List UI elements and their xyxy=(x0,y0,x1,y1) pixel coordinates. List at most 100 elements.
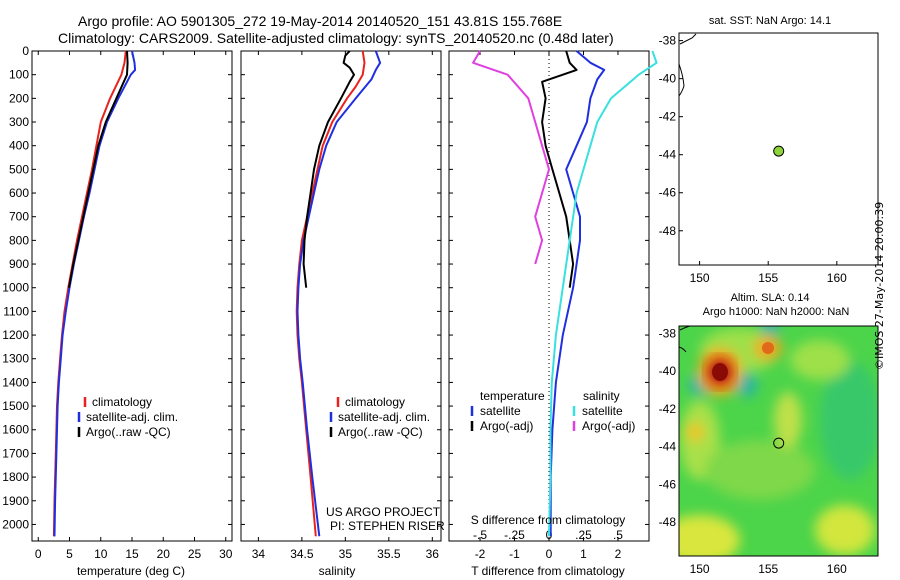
sst-map-axes xyxy=(678,32,879,266)
legend-label-climatology: climatology xyxy=(345,395,405,409)
y-tick-label: 0 xyxy=(22,44,29,58)
map-y-tick-label: -42 xyxy=(659,110,677,124)
y-tick-label: 1400 xyxy=(2,375,29,389)
x-tick-label: 34 xyxy=(252,547,266,561)
legend-label-satellite: satellite-adj. clim. xyxy=(338,410,430,424)
temperature-legend: climatology satellite-adj. clim. Argo(..… xyxy=(77,395,178,439)
series-line-climatology xyxy=(52,50,127,537)
map-y-tick-label: -48 xyxy=(659,224,677,238)
legend-label-climatology: climatology xyxy=(92,395,152,409)
imos-side-label: ©IMOS 27-May-2014 20:00:39 xyxy=(873,201,886,370)
header-line-1: Argo profile: AO 5901305_272 19-May-2014… xyxy=(78,13,562,29)
sst-argo-location-marker xyxy=(773,145,785,157)
y-tick-label: 400 xyxy=(9,139,29,153)
legend-label-t-argo: Argo(-adj) xyxy=(480,419,533,433)
y-tick-label: 2000 xyxy=(2,517,29,531)
map-x-tick-label: 160 xyxy=(827,562,847,576)
x-tick-label: 5 xyxy=(66,547,73,561)
x2-tick-label: -.25 xyxy=(504,528,525,542)
x2-tick-label: .25 xyxy=(575,528,592,542)
map-y-tick-label: -40 xyxy=(659,72,677,86)
series-line-climatology xyxy=(295,50,366,537)
annotation-project: US ARGO PROJECT xyxy=(326,505,441,519)
y-tick-label: 600 xyxy=(9,186,29,200)
salinity-xlabel: salinity xyxy=(319,564,356,578)
x-tick-label: 20 xyxy=(157,547,171,561)
legend-header-salinity: salinity xyxy=(583,389,620,403)
sla-argo-location-marker xyxy=(773,437,785,449)
x-tick-label: -1 xyxy=(509,547,520,561)
salinity-legend: climatology satellite-adj. clim. Argo(..… xyxy=(326,395,445,533)
y-tick-label: 200 xyxy=(9,91,29,105)
map-y-tick-label: -42 xyxy=(659,402,677,416)
series-line-argo-raw-qc- xyxy=(67,50,129,288)
legend-label-s-argo: Argo(-adj) xyxy=(582,419,635,433)
x-tick-label: 2 xyxy=(615,547,622,561)
map-y-tick-label: -44 xyxy=(659,148,677,162)
series-line-temperature-argo-adj- xyxy=(541,50,578,288)
x-tick-label: 34.5 xyxy=(290,547,314,561)
difference-legend: temperature salinity satellite Argo(-adj… xyxy=(470,389,635,433)
x-tick-label: 35 xyxy=(339,547,353,561)
x2-tick-label: -.5 xyxy=(473,528,487,542)
map-y-tick-label: -38 xyxy=(659,34,677,48)
series-line-temperature-satellite xyxy=(549,50,606,537)
y-tick-label: 1800 xyxy=(2,470,29,484)
x-tick-label: 25 xyxy=(188,547,202,561)
y-tick-label: 900 xyxy=(9,257,29,271)
y-tick-label: 300 xyxy=(9,115,29,129)
legend-label-satellite: satellite-adj. clim. xyxy=(86,410,178,424)
series-layer xyxy=(52,50,658,537)
annotation-pi: PI: STEPHEN RISER xyxy=(330,519,445,533)
map-y-tick-label: -46 xyxy=(659,477,677,491)
salinity-axes xyxy=(240,50,442,542)
map-y-tick-label: -38 xyxy=(659,327,677,341)
x-tick-label: 10 xyxy=(94,547,108,561)
series-line-salinity-satellite xyxy=(548,50,658,537)
map-y-tick-label: -46 xyxy=(659,186,677,200)
map-y-tick-label: -48 xyxy=(659,515,677,529)
map-y-tick-label: -44 xyxy=(659,440,677,454)
legend-label-argo: Argo(..raw -QC) xyxy=(86,425,171,439)
sla-map-axes xyxy=(678,325,879,557)
tick-layer: 0100200300400500600700800900100011001200… xyxy=(2,34,847,576)
y-tick-label: 1000 xyxy=(2,281,29,295)
map-x-tick-label: 155 xyxy=(758,271,778,285)
sla-heatmap xyxy=(679,326,878,556)
x-tick-label: 0 xyxy=(546,547,553,561)
x2-tick-label: .5 xyxy=(613,528,623,542)
y-tick-label: 1700 xyxy=(2,446,29,460)
y-tick-label: 1300 xyxy=(2,352,29,366)
x-tick-label: 36 xyxy=(426,547,440,561)
y-tick-label: 100 xyxy=(9,68,29,82)
sst-coastline xyxy=(678,33,697,97)
x-tick-label: 30 xyxy=(219,547,233,561)
sla-coastline xyxy=(678,325,691,353)
y-tick-label: 1500 xyxy=(2,399,29,413)
sla-map-title-1: Altim. SLA: 0.14 xyxy=(731,292,810,304)
y-tick-label: 800 xyxy=(9,233,29,247)
map-x-tick-label: 160 xyxy=(827,271,847,285)
header-line-2: Climatology: CARS2009. Satellite-adjuste… xyxy=(58,30,614,46)
map-x-tick-label: 155 xyxy=(758,562,778,576)
map-x-tick-label: 150 xyxy=(690,271,710,285)
map-x-tick-label: 150 xyxy=(690,562,710,576)
difference-xlabel: T difference from climatology xyxy=(471,564,625,578)
x-tick-label: 1 xyxy=(580,547,587,561)
x-tick-label: 35.5 xyxy=(377,547,401,561)
y-tick-label: 1600 xyxy=(2,423,29,437)
series-line-argo-raw-qc- xyxy=(302,50,355,288)
sst-map-title: sat. SST: NaN Argo: 14.1 xyxy=(709,15,831,27)
y-tick-label: 700 xyxy=(9,210,29,224)
y-tick-label: 1100 xyxy=(3,304,29,318)
series-line-satellite-adj-clim- xyxy=(296,50,382,537)
temperature-axes xyxy=(31,50,233,542)
legend-label-argo: Argo(..raw -QC) xyxy=(338,425,423,439)
series-line-salinity-argo-adj- xyxy=(472,50,550,265)
y-tick-label: 500 xyxy=(9,162,29,176)
y-tick-label: 1200 xyxy=(2,328,29,342)
sla-map-title-2: Argo h1000: NaN h2000: NaN xyxy=(703,306,850,318)
legend-label-t-satellite: satellite xyxy=(480,404,521,418)
y-tick-label: 1900 xyxy=(2,494,29,508)
